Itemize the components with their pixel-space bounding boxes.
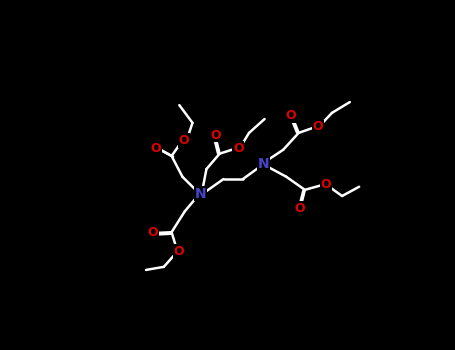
Text: O: O <box>151 142 162 155</box>
Text: O: O <box>313 120 324 133</box>
Text: O: O <box>210 129 221 142</box>
Text: N: N <box>194 187 206 201</box>
Text: O: O <box>173 245 184 258</box>
Text: O: O <box>233 142 243 155</box>
Text: N: N <box>258 157 270 171</box>
Text: O: O <box>294 202 305 215</box>
Text: O: O <box>320 178 331 191</box>
Text: O: O <box>286 110 296 122</box>
Text: O: O <box>179 134 189 147</box>
Text: O: O <box>148 226 158 239</box>
